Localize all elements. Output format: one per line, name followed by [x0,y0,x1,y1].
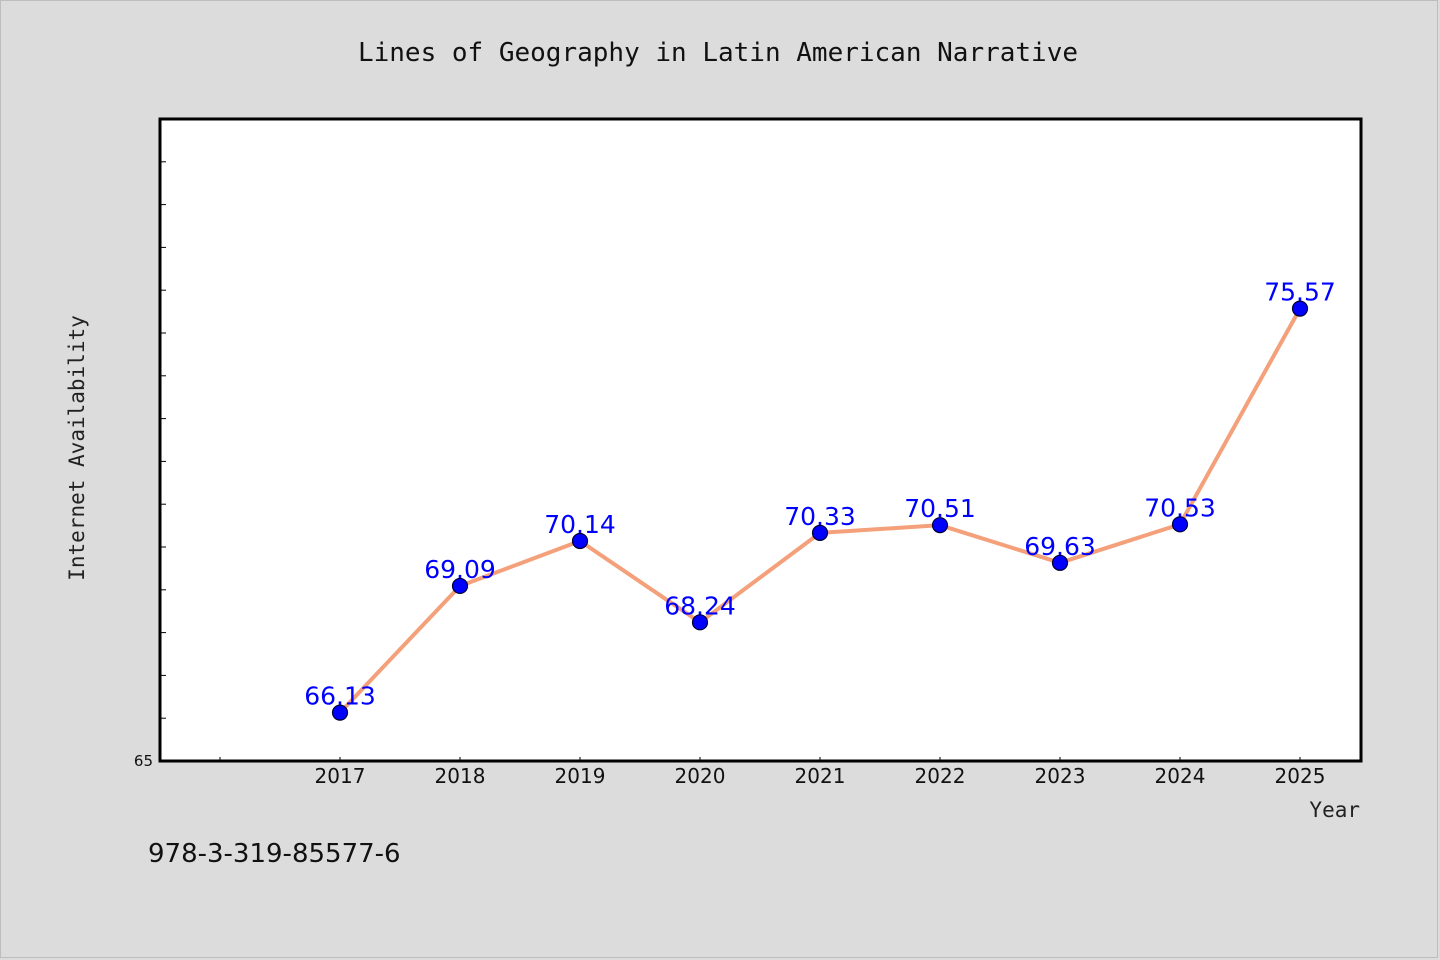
data-label: 68.24 [664,591,736,620]
series-line-group: 66.13 69.09 70.14 68.24 70.33 70.51 69.63 70.53… [304,278,1336,721]
x-tick-label: 2019 [555,764,606,788]
data-point [331,704,349,721]
x-tick-label: 2020 [675,764,726,788]
y-axis-min-label: 65 [134,752,153,770]
data-label: 70.14 [544,510,616,539]
x-tick-label: 2025 [1275,764,1326,788]
data-point [571,532,589,550]
data-label: 66.13 [304,682,376,711]
y-axis-ticks [160,118,166,762]
x-tick-label: 2017 [315,764,366,788]
data-label: 69.09 [424,555,496,584]
data-point [451,577,469,595]
x-tick-label: 2022 [915,764,966,788]
y-axis-label: Internet Availability [65,315,89,581]
x-tick-label: 2024 [1155,764,1206,788]
x-tick-label: 2021 [795,764,846,788]
data-point [811,524,829,541]
data-point [1291,300,1309,317]
chart-title: Lines of Geography in Latin American Nar… [358,38,1078,68]
data-point [691,614,709,631]
data-label: 70.53 [1144,493,1216,522]
data-point [931,517,949,534]
x-tick-label: 2018 [435,764,486,788]
data-label: 70.33 [784,502,856,531]
x-axis-label: Year [1309,798,1360,822]
x-tick-label: 2023 [1035,764,1086,788]
data-label: 75.57 [1264,278,1336,307]
data-label: 69.63 [1024,532,1096,561]
data-label: 70.51 [904,494,976,523]
data-point [1171,516,1189,533]
isbn-label: 978-3-319-85577-6 [148,839,401,869]
x-axis-ticks: 2017 2018 2019 2020 2021 2022 2023 2024 2025 [219,757,1326,788]
plot-area [158,117,1363,763]
data-point [1051,554,1069,571]
